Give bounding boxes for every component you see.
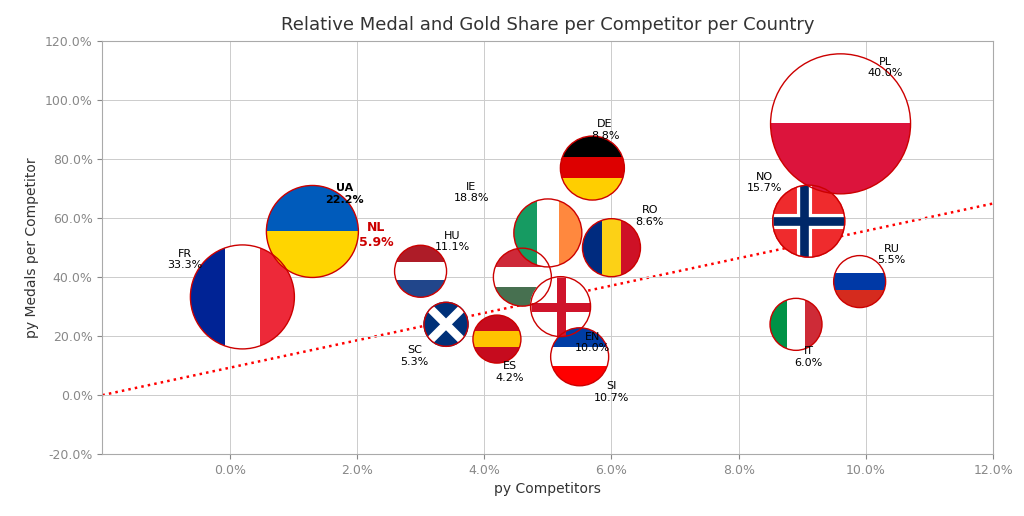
Text: FR
33.3%: FR 33.3% [168,249,203,270]
Bar [190,245,225,349]
Text: IT
6.0%: IT 6.0% [795,346,823,368]
X-axis label: py Competitors: py Competitors [495,482,601,496]
Ellipse shape [424,302,468,346]
Ellipse shape [773,185,845,257]
Bar [260,245,295,349]
Bar [473,315,521,331]
Bar [834,255,886,273]
Bar [770,53,910,124]
Y-axis label: py Medals per Competitor: py Medals per Competitor [26,157,39,338]
Bar [560,157,625,179]
Bar [834,290,886,308]
Bar [551,366,608,386]
Ellipse shape [530,277,591,336]
Bar [494,248,551,267]
Bar [394,262,446,280]
Bar [394,245,446,263]
Bar [602,219,622,277]
Text: ES
4.2%: ES 4.2% [496,361,524,383]
Bar [622,219,641,277]
Bar [770,123,910,194]
Text: RU
5.5%: RU 5.5% [878,244,905,265]
Bar [537,199,559,267]
Bar [225,245,260,349]
Bar [473,347,521,363]
Title: Relative Medal and Gold Share per Competitor per Country: Relative Medal and Gold Share per Compet… [282,16,814,34]
Bar [266,185,358,232]
Text: SI
10.7%: SI 10.7% [594,381,629,402]
Bar [266,231,358,278]
Text: IE
18.8%: IE 18.8% [454,182,489,203]
Bar [560,136,625,157]
Bar [560,179,625,200]
Bar [551,347,608,366]
Text: NO
15.7%: NO 15.7% [746,171,782,193]
Text: PL
40.0%: PL 40.0% [867,57,903,78]
Text: SC
5.3%: SC 5.3% [400,345,428,366]
Bar [770,298,787,350]
Text: NL
5.9%: NL 5.9% [358,221,393,249]
Text: RO
8.6%: RO 8.6% [636,205,664,227]
Bar [473,331,521,347]
Bar [494,267,551,287]
Bar [394,280,446,297]
Bar [583,219,602,277]
Bar [494,286,551,306]
Bar [805,298,822,350]
Text: UA
22.2%: UA 22.2% [325,183,364,205]
Bar [834,272,886,291]
Bar [559,199,583,267]
Bar [787,298,805,350]
Text: DE
8.8%: DE 8.8% [591,119,620,141]
Bar [514,199,537,267]
Bar [551,328,608,347]
Text: EN
10.0%: EN 10.0% [574,332,610,353]
Text: HU
11.1%: HU 11.1% [435,231,470,252]
